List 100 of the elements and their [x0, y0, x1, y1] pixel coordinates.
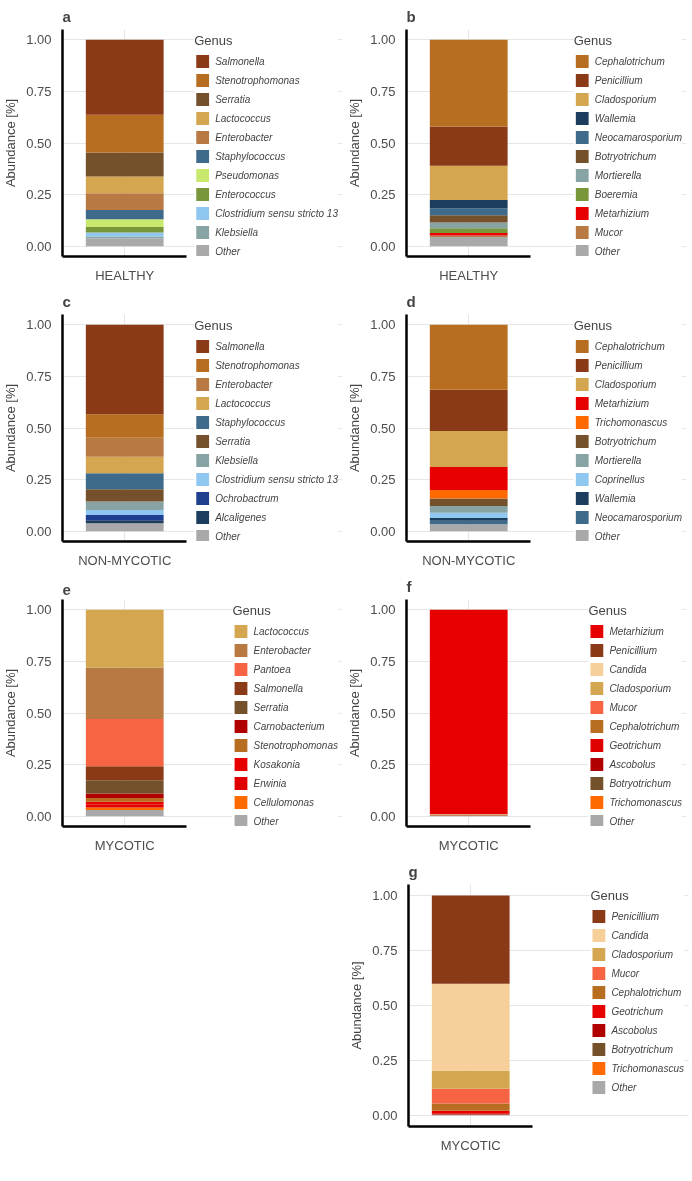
text: Penicillium: [594, 358, 643, 373]
legend-title: Genus: [590, 888, 630, 903]
bar: [85, 456, 164, 474]
legend-label: Other: [611, 1080, 637, 1095]
chart-title: c: [62, 292, 71, 310]
legend-label: Enterococcus: [215, 187, 276, 202]
bar: [429, 199, 508, 209]
bar: [85, 219, 164, 227]
y-tick-label: 0.00: [372, 1108, 398, 1123]
legend-label: Kosakonia: [253, 757, 301, 772]
chart-title: b: [406, 7, 416, 25]
y-tick-label: 0.25: [372, 1053, 398, 1068]
y-tick-label: 0.00: [370, 523, 396, 539]
y-axis-title: Abundance [%]: [3, 383, 19, 473]
legend-label: Serratia: [215, 92, 251, 107]
legend-label: Staphylococcus: [215, 149, 286, 164]
y-tick-label: 0.25: [370, 472, 396, 488]
bar: [429, 165, 508, 200]
legend-label: Penicillium: [611, 909, 660, 924]
bar: [429, 489, 508, 499]
y-axis-title: Abundance [%]: [347, 98, 363, 188]
bar: [429, 517, 508, 521]
legend-label: Metarhizium: [609, 624, 664, 639]
y-tick-label: 0.75: [26, 368, 52, 384]
legend-label: Cladosporium: [609, 681, 672, 696]
bar: [429, 524, 508, 532]
bar: [431, 1070, 510, 1089]
bar: [429, 512, 508, 518]
legend-label: Cephalotrichum: [609, 719, 680, 734]
y-axis-title: Abundance [%]: [349, 961, 365, 1050]
legend-label: Klebsiella: [215, 225, 258, 240]
legend-label: Cephalotrichum: [594, 54, 665, 69]
legend-label: Serratia: [253, 700, 289, 715]
legend-title: Genus: [194, 318, 234, 333]
bar: [85, 766, 164, 781]
bar: [429, 215, 508, 223]
legend-label: Other: [609, 814, 635, 828]
legend-label: Botryotrichum: [611, 1042, 674, 1057]
legend-label: Wallemia: [594, 111, 636, 126]
y-tick-label: 1.00: [26, 317, 52, 333]
legend-label: Neocamarosporium: [594, 130, 682, 145]
x-tick-label: NON-MYCOTIC: [422, 552, 516, 568]
y-tick-label: 1.00: [26, 32, 52, 48]
text: Botryotrichum: [594, 434, 657, 449]
legend-label: Pantoea: [253, 662, 291, 677]
bar: [85, 515, 164, 521]
legend-label: Penicillium: [609, 643, 658, 658]
legend-label: Candida: [609, 662, 647, 677]
legend-label: Cephalotrichum: [611, 985, 682, 1000]
bar: [85, 509, 164, 516]
text: Serratia: [215, 434, 251, 449]
y-tick-label: 0.25: [26, 187, 52, 203]
y-tick-label: 0.50: [372, 998, 398, 1013]
legend-label: Botryotrichum: [594, 149, 657, 164]
y-tick-label: 0.75: [370, 83, 396, 99]
bar: [85, 667, 164, 719]
text: Lactococcus: [215, 396, 271, 411]
legend-label: Ochrobactrum: [215, 491, 279, 506]
legend-label: Mortierella: [594, 168, 642, 183]
legend-label: Clostridium sensu stricto 13: [215, 472, 338, 487]
legend-title: Genus: [194, 33, 234, 48]
chart-title: e: [62, 580, 71, 598]
text: Salmonella: [215, 339, 265, 354]
text: Metarhizium: [594, 396, 650, 411]
legend-label: Boeremia: [594, 187, 638, 202]
legend-label: Other: [215, 244, 241, 258]
legend-label: Cellulomonas: [253, 795, 315, 810]
bar: [429, 498, 508, 507]
y-tick-label: 0.50: [26, 420, 52, 436]
y-tick-label: 0.25: [26, 757, 52, 773]
bar: [429, 389, 508, 431]
bar: [429, 126, 508, 166]
legend-title: Genus: [573, 33, 614, 48]
x-tick-label: MYCOTIC: [94, 837, 155, 853]
legend-label: Botryotrichum: [609, 776, 672, 791]
y-tick-label: 0.00: [26, 238, 52, 254]
legend-label: Alcaligenes: [215, 510, 267, 525]
bar: [85, 520, 164, 524]
bar: [85, 324, 164, 415]
y-axis-title: Abundance [%]: [3, 668, 19, 758]
bar: [429, 324, 508, 390]
chart-title: f: [406, 577, 413, 595]
legend-label: Lactococcus: [215, 111, 271, 126]
legend-title: Genus: [573, 318, 614, 333]
legend-label: Ascobolus: [609, 757, 656, 772]
bar: [85, 193, 164, 211]
legend-label: Geotrichum: [611, 1004, 664, 1019]
bar: [429, 208, 508, 216]
legend-label: Candida: [611, 928, 649, 943]
legend-label: Salmonella: [215, 54, 265, 69]
legend-label: Salmonella: [253, 681, 303, 696]
bar: [429, 609, 508, 815]
text: Enterobacter: [215, 377, 273, 392]
bar: [431, 895, 510, 984]
y-tick-label: 0.00: [26, 523, 52, 539]
legend-label: Lactococcus: [253, 624, 310, 639]
chart-title: d: [406, 292, 416, 310]
bar: [429, 467, 508, 490]
chart-title: g: [408, 862, 418, 880]
text: Cladosporium: [594, 377, 657, 392]
